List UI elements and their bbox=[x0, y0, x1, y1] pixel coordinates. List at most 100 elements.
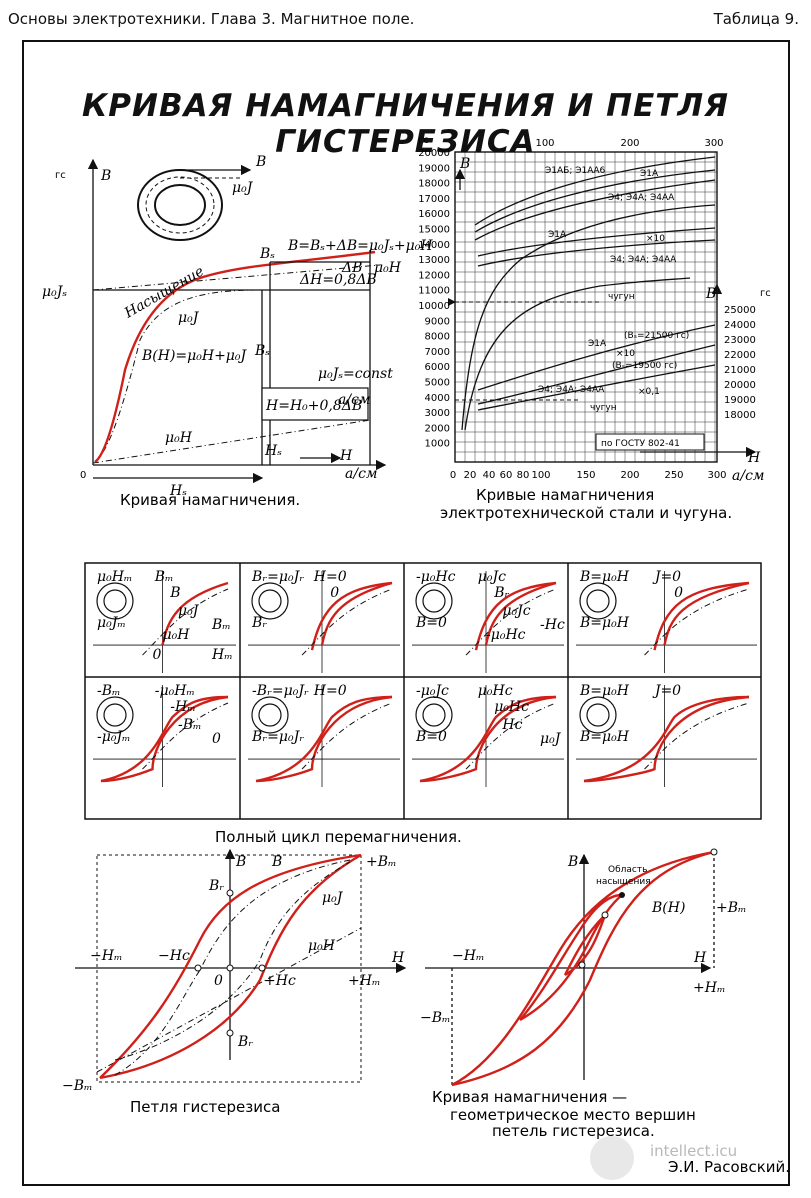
cycle-label: H=0 bbox=[313, 683, 347, 699]
hyst-plus-hm: +Hₘ bbox=[348, 973, 381, 989]
cycle-label: μ₀J bbox=[540, 731, 562, 747]
steel-left-tick: 14000 bbox=[418, 240, 450, 251]
steel-e34-low: Э4; Э4А; Э4АА bbox=[538, 385, 605, 395]
cycle-label: J=0 bbox=[652, 683, 681, 699]
steel-e31ab: Э1АБ; Э1АА6 bbox=[545, 166, 606, 176]
env-plus-hm: +Hₘ bbox=[693, 980, 726, 996]
watermark: intellect.icu bbox=[650, 1142, 737, 1160]
cycle-label: μ₀Hc bbox=[494, 699, 529, 715]
steel-left-tick: 15000 bbox=[418, 225, 450, 236]
env-plus-bm: +Bₘ bbox=[716, 900, 747, 916]
steel-gost: по ГОСТУ 802-41 bbox=[601, 439, 680, 449]
steel-bottom-tick: 300 bbox=[707, 470, 726, 481]
cycle-label: B=μ₀H bbox=[579, 729, 630, 745]
steel-unit-right: гс bbox=[760, 288, 771, 299]
env-axis-h: H bbox=[693, 950, 707, 966]
mag-axis-h: H bbox=[339, 448, 353, 464]
cycle-label: B=0 bbox=[415, 615, 447, 631]
hyst-mu0h: μ₀H bbox=[308, 938, 336, 954]
cycle-label: μ₀Jₘ bbox=[97, 615, 126, 631]
cycle-label: B=μ₀H bbox=[579, 683, 630, 699]
mag-bs: Bₛ bbox=[254, 343, 270, 359]
cycle-label: Bᵣ bbox=[493, 585, 509, 601]
cycle-label: Bₘ bbox=[154, 569, 174, 585]
cycle-label: B=μ₀H bbox=[579, 615, 630, 631]
steel-x01: ×0,1 bbox=[638, 387, 660, 397]
steel-right-tick: 23000 bbox=[724, 335, 756, 346]
cycle-label: -μ₀Hₘ bbox=[155, 683, 195, 699]
steel-left-tick: 13000 bbox=[418, 255, 450, 266]
header-left: Основы электротехники. Глава 3. Магнитно… bbox=[8, 10, 415, 28]
cycle-label: 0 bbox=[153, 647, 162, 663]
steel-left-tick: 6000 bbox=[425, 362, 450, 373]
steel-bottom-tick: 0 bbox=[450, 470, 456, 481]
steel-bs1: (Bₛ=21500 гс) bbox=[624, 331, 689, 341]
steel-bottom-tick: 200 bbox=[620, 470, 639, 481]
steel-right-tick: 19000 bbox=[724, 395, 756, 406]
cycle-label: μ₀Hₘ bbox=[97, 569, 133, 585]
cycle-label: Bᵣ bbox=[251, 615, 267, 631]
cycle-label: μ₀H bbox=[163, 627, 191, 643]
mag-coil-j: μ₀J bbox=[232, 180, 254, 196]
env-bh: B(H) bbox=[651, 900, 685, 916]
cycle-label: -μ₀Jc bbox=[416, 683, 449, 699]
cycle-label: 0 bbox=[674, 585, 683, 601]
hysteresis-chart bbox=[75, 848, 407, 1083]
steel-right-tick: 18000 bbox=[724, 410, 756, 421]
steel-unit-left: гс bbox=[418, 135, 429, 146]
steel-left-tick: 3000 bbox=[425, 408, 450, 419]
hyst-minus-hm: −Hₘ bbox=[90, 948, 123, 964]
steel-bottom-tick: 80 bbox=[517, 470, 530, 481]
mag-mu0js: μ₀Jₛ bbox=[42, 284, 67, 300]
mag-axis-b: B bbox=[100, 168, 111, 184]
hyst-minus-br: Bᵣ bbox=[237, 1034, 253, 1050]
mag-unit-h: a/см bbox=[345, 466, 378, 482]
cycle-label: μ₀Jc bbox=[478, 569, 506, 585]
cycle-label: -μ₀Jₘ bbox=[97, 729, 131, 745]
steel-right-tick: 25000 bbox=[724, 305, 756, 316]
cycle-label: Bᵣ=μ₀Jᵣ bbox=[251, 729, 304, 745]
steel-left-tick: 18000 bbox=[418, 179, 450, 190]
env-region-1: Область bbox=[608, 865, 647, 875]
steel-unit-h: a/см bbox=[732, 468, 765, 484]
cycle-label: -Hc bbox=[540, 617, 565, 633]
hyst-mu0j: μ₀J bbox=[322, 890, 344, 906]
steel-bottom-tick: 150 bbox=[576, 470, 595, 481]
hyst-zero: 0 bbox=[214, 973, 223, 989]
steel-bottom-tick: 20 bbox=[464, 470, 477, 481]
magnetization-chart bbox=[87, 158, 387, 484]
mu0h-line bbox=[92, 419, 371, 464]
cycle-caption: Полный цикл перемагничения. bbox=[215, 828, 462, 846]
envelope-chart bbox=[425, 848, 718, 1087]
h-formula-box bbox=[261, 387, 369, 421]
steel-x10-mid: ×10 bbox=[646, 234, 665, 244]
cycle-label: B=μ₀H bbox=[579, 569, 630, 585]
mag-unit-gs: гс bbox=[55, 170, 66, 181]
steel-e31a-top: Э1А bbox=[640, 169, 659, 179]
steel-top-tick: 200 bbox=[620, 138, 639, 149]
env-region-2: насыщения bbox=[596, 877, 651, 887]
table-frame bbox=[22, 40, 790, 1186]
steel-right-tick: 21000 bbox=[724, 365, 756, 376]
steel-bottom-tick: 40 bbox=[483, 470, 496, 481]
hyst-plus-hc: +Hc bbox=[264, 973, 296, 989]
steel-chugun: чугун bbox=[608, 292, 635, 302]
steel-chugun-low: чугун bbox=[590, 403, 617, 413]
hyst-minus-hc: −Hc bbox=[158, 948, 190, 964]
cycle-label: -Bₘ bbox=[178, 717, 202, 733]
cycle-label: μ₀Jc bbox=[502, 603, 530, 619]
steel-bs2: (Bₛ=19500 гс) bbox=[612, 361, 677, 371]
cycle-label: -μ₀Hc bbox=[416, 569, 456, 585]
env-minus-hm: −Hₘ bbox=[452, 948, 485, 964]
page-title: КРИВАЯ НАМАГНИЧЕНИЯ И ПЕТЛЯ ГИСТЕРЕЗИСА bbox=[81, 88, 730, 160]
cycle-label: μ₀Hc bbox=[478, 683, 513, 699]
cycle-label: -Hₘ bbox=[170, 699, 196, 715]
steel-left-tick: 11000 bbox=[418, 286, 450, 297]
mag-h-unit: a/см bbox=[338, 392, 371, 408]
steel-bottom-tick: 250 bbox=[664, 470, 683, 481]
cycle-panels bbox=[84, 562, 762, 820]
steel-top-tick: 300 bbox=[704, 138, 723, 149]
steel-right-tick: 20000 bbox=[724, 380, 756, 391]
cycle-label: B=0 bbox=[415, 729, 447, 745]
